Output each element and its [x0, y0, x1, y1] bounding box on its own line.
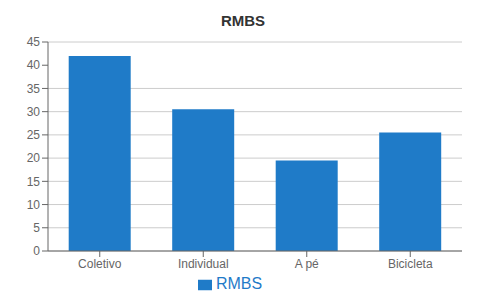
- svg-text:30: 30: [27, 105, 41, 119]
- svg-text:35: 35: [27, 82, 41, 96]
- svg-text:0: 0: [33, 244, 40, 258]
- svg-text:25: 25: [27, 128, 41, 142]
- html-text:RMBS: RMBS: [220, 12, 266, 29]
- svg-text:5: 5: [33, 221, 40, 235]
- svg-text:10: 10: [27, 198, 41, 212]
- svg-text:A pé: A pé: [295, 257, 319, 271]
- html-text:RMBS: RMBS: [215, 275, 263, 292]
- svg-text:Coletivo: Coletivo: [78, 257, 122, 271]
- svg-text:20: 20: [27, 151, 41, 165]
- svg-text:40: 40: [27, 58, 41, 72]
- svg-text:15: 15: [27, 175, 41, 189]
- svg-text:45: 45: [27, 35, 41, 49]
- svg-text:Bicicleta: Bicicleta: [388, 257, 433, 271]
- svg-text:Individual: Individual: [178, 257, 229, 271]
